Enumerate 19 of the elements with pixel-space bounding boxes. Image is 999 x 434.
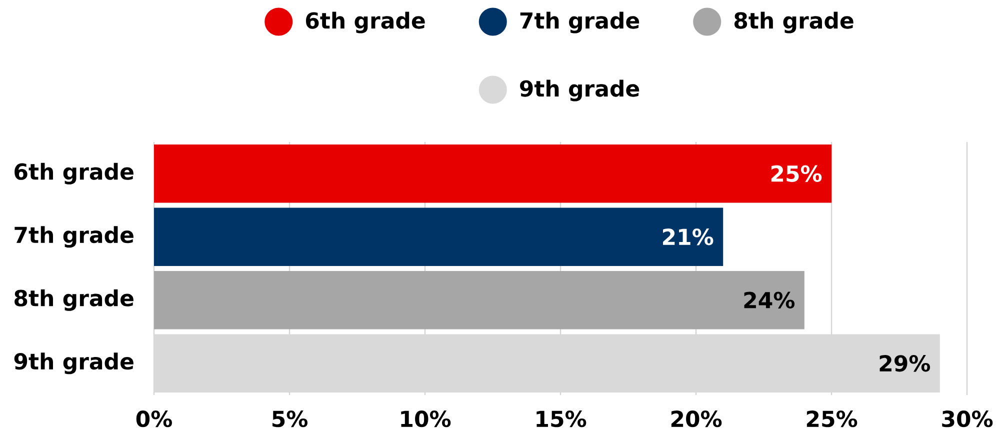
y-tick-label: 6th grade (14, 162, 134, 184)
data-label: 21% (662, 228, 714, 246)
x-tick-label: 15% (536, 410, 586, 428)
x-tick-label: 30% (942, 410, 993, 428)
x-tick-label: 5% (272, 410, 308, 428)
legend-label: 9th grade (520, 80, 640, 102)
x-tick-label: 20% (671, 410, 722, 428)
y-tick-label: 7th grade (14, 226, 134, 248)
x-tick-label: 0% (136, 410, 172, 428)
data-label: 29% (880, 355, 930, 372)
legend-label: 7th grade (520, 12, 640, 34)
data-label: 25% (771, 165, 822, 182)
x-tick-label: 10% (401, 410, 451, 428)
y-tick-label: 8th grade (14, 289, 134, 311)
data-label: 24% (744, 292, 795, 308)
legend-label: 8th grade (734, 12, 854, 34)
legend-label: 6th grade (306, 12, 425, 34)
x-tick-label: 25% (806, 410, 858, 428)
y-tick-label: 9th grade (14, 352, 134, 374)
